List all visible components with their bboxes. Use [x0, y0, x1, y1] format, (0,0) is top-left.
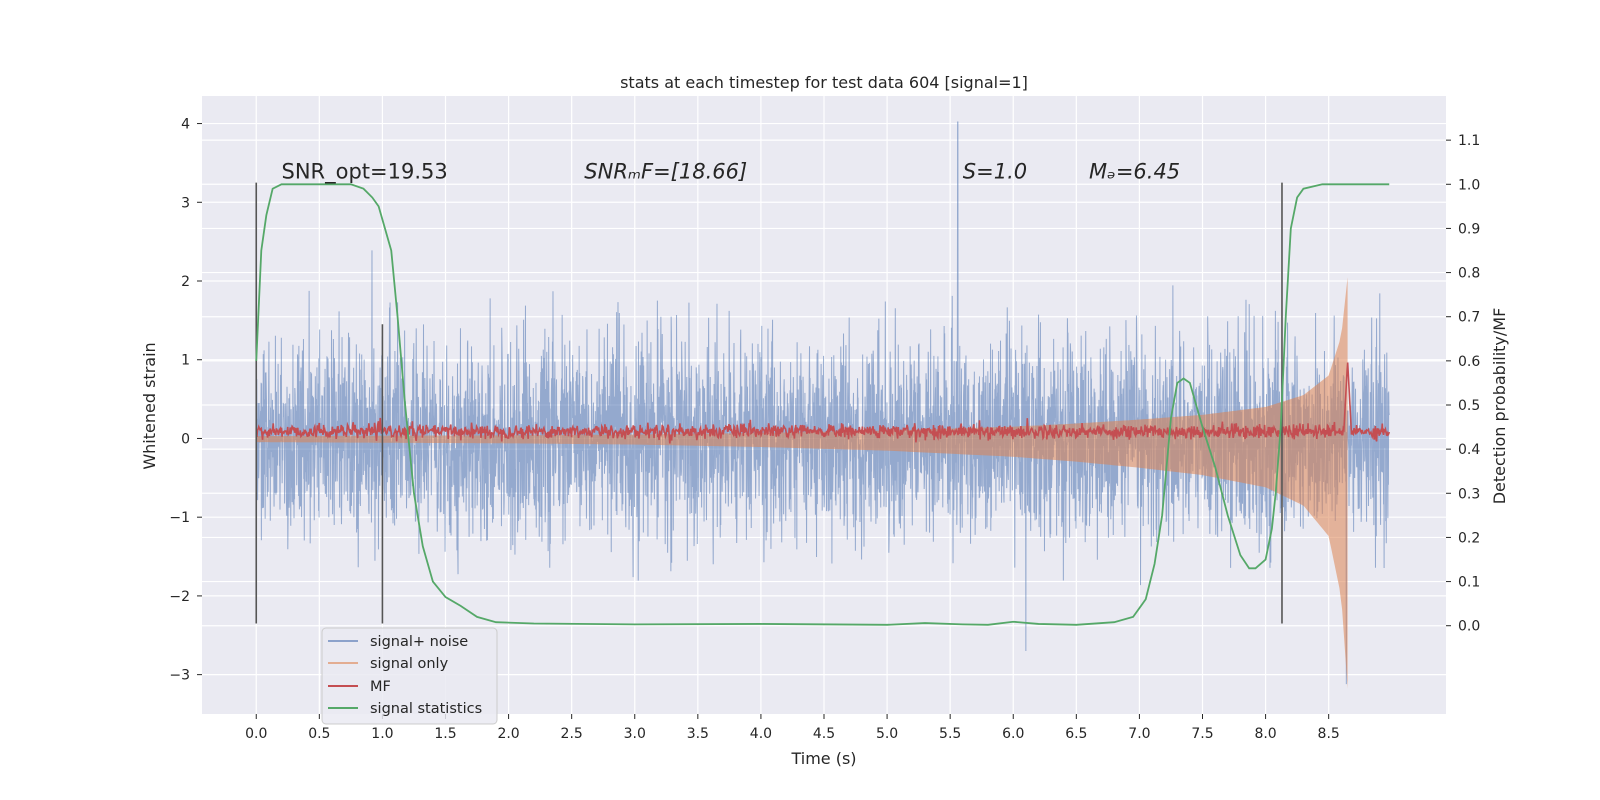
x-tick-label: 1.0	[371, 726, 393, 742]
y-tick-label: −3	[169, 668, 190, 684]
y2-tick-label: 0.5	[1458, 398, 1480, 414]
y-axis-right-label: Detection probability/MF	[1490, 308, 1509, 505]
y2-tick-label: 0.4	[1458, 442, 1480, 458]
y-tick-label: −1	[169, 510, 190, 526]
x-tick-label: 0.0	[245, 726, 267, 742]
y-axis-right: 0.0 0.1 0.2 0.3 0.4 0.5 0.6 0.7 0.8 0.9 1.0 1.1	[1446, 133, 1480, 635]
signal-statistics-series	[255, 183, 1390, 626]
annotation-2: S=1.0	[963, 160, 1027, 184]
x-axis-label: Time (s)	[790, 749, 856, 768]
y-tick-label: −2	[169, 589, 190, 605]
y2-tick-label: 1.1	[1458, 133, 1480, 149]
y2-tick-label: 0.1	[1458, 575, 1480, 591]
noise-line	[255, 121, 1390, 685]
x-tick-label: 2.5	[561, 726, 583, 742]
x-tick-label: 5.0	[876, 726, 898, 742]
x-tick-label: 3.0	[624, 726, 646, 742]
legend-label-signal-statistics: signal statistics	[370, 701, 482, 717]
legend-label-signal-only: signal only	[370, 656, 449, 672]
legend-label-mf: MF	[370, 679, 391, 695]
mf-series	[255, 362, 1390, 444]
y2-tick-label: 0.8	[1458, 266, 1480, 282]
y2-tick-label: 0.6	[1458, 354, 1480, 370]
y2-tick-label: 0.2	[1458, 530, 1480, 546]
legend: signal+ noise signal only MF signal stat…	[321, 627, 498, 725]
x-tick-label: 4.5	[813, 726, 835, 742]
chart-title: stats at each timestep for test data 604…	[620, 73, 1028, 92]
y-tick-label: 0	[181, 431, 190, 447]
signal-statistics-line	[255, 183, 1390, 626]
y2-tick-label: 0.0	[1458, 619, 1480, 635]
x-axis: 0.0 0.5 1.0 1.5 2.0 2.5 3.0 3.5 4.0 4.5 5.0 5.5 6.0 6…	[245, 714, 1340, 742]
y-axis-label: Whitened strain	[140, 342, 159, 469]
x-tick-label: 3.5	[687, 726, 709, 742]
legend-box	[321, 627, 498, 725]
y-tick-label: 1	[181, 353, 190, 369]
x-tick-label: 0.5	[308, 726, 330, 742]
x-tick-label: 5.5	[939, 726, 961, 742]
x-tick-label: 1.5	[434, 726, 456, 742]
signal-plus-noise-series	[255, 121, 1390, 685]
annotation-1: SNRₘF=[18.66]	[584, 160, 747, 184]
y-tick-label: 4	[181, 117, 190, 133]
x-tick-label: 2.0	[497, 726, 519, 742]
y2-tick-label: 0.9	[1458, 221, 1480, 237]
x-tick-label: 4.0	[750, 726, 772, 742]
legend-label-signal-plus-noise: signal+ noise	[370, 634, 468, 650]
y-tick-label: 3	[181, 195, 190, 211]
x-tick-label: 7.0	[1128, 726, 1150, 742]
x-tick-label: 6.5	[1065, 726, 1087, 742]
y2-tick-label: 0.7	[1458, 310, 1480, 326]
y-axis-left: −3 −2 −1 0 1 2 3 4	[169, 117, 202, 684]
x-tick-label: 7.5	[1191, 726, 1213, 742]
x-tick-label: 8.5	[1318, 726, 1340, 742]
annotation-3: Mₔ=6.45	[1089, 160, 1180, 184]
annotations: SNR_opt=19.53 SNRₘF=[18.66] S=1.0 Mₔ=6.45	[281, 160, 1180, 185]
mf-line	[255, 362, 1390, 444]
y-tick-label: 2	[181, 274, 190, 290]
x-tick-label: 6.0	[1002, 726, 1024, 742]
annotation-0: SNR_opt=19.53	[281, 160, 447, 185]
x-tick-label: 8.0	[1254, 726, 1276, 742]
y2-tick-label: 0.3	[1458, 486, 1480, 502]
y2-tick-label: 1.0	[1458, 177, 1480, 193]
